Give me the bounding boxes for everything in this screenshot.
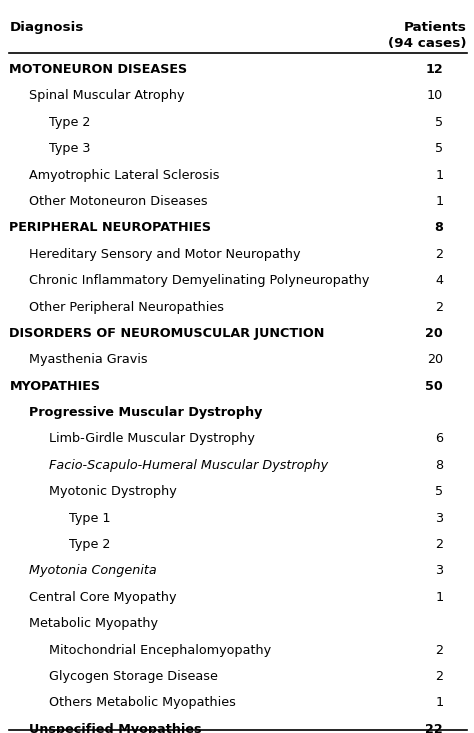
Text: Central Core Myopathy: Central Core Myopathy (29, 591, 177, 604)
Text: 4: 4 (435, 274, 443, 287)
Text: 5: 5 (435, 116, 443, 129)
Text: Type 3: Type 3 (49, 142, 91, 155)
Text: Type 1: Type 1 (69, 512, 111, 525)
Text: 2: 2 (435, 670, 443, 683)
Text: Type 2: Type 2 (49, 116, 91, 129)
Text: Myotonic Dystrophy: Myotonic Dystrophy (49, 485, 177, 498)
Text: Chronic Inflammatory Demyelinating Polyneuropathy: Chronic Inflammatory Demyelinating Polyn… (29, 274, 370, 287)
Text: 22: 22 (426, 723, 443, 733)
Text: 2: 2 (435, 301, 443, 314)
Text: Metabolic Myopathy: Metabolic Myopathy (29, 617, 158, 630)
Text: 6: 6 (435, 432, 443, 446)
Text: Diagnosis: Diagnosis (9, 21, 84, 34)
Text: 12: 12 (426, 63, 443, 76)
Text: Patients
(94 cases): Patients (94 cases) (388, 21, 467, 50)
Text: Mitochondrial Encephalomyopathy: Mitochondrial Encephalomyopathy (49, 644, 272, 657)
Text: 20: 20 (426, 327, 443, 340)
Text: 5: 5 (435, 142, 443, 155)
Text: MOTONEURON DISEASES: MOTONEURON DISEASES (9, 63, 188, 76)
Text: 1: 1 (435, 591, 443, 604)
Text: Other Peripheral Neuropathies: Other Peripheral Neuropathies (29, 301, 224, 314)
Text: Others Metabolic Myopathies: Others Metabolic Myopathies (49, 696, 236, 710)
Text: Progressive Muscular Dystrophy: Progressive Muscular Dystrophy (29, 406, 263, 419)
Text: 8: 8 (435, 459, 443, 472)
Text: Unspecified Myopathies: Unspecified Myopathies (29, 723, 202, 733)
Text: Type 2: Type 2 (69, 538, 110, 551)
Text: Spinal Muscular Atrophy: Spinal Muscular Atrophy (29, 89, 185, 103)
Text: 20: 20 (427, 353, 443, 366)
Text: 5: 5 (435, 485, 443, 498)
Text: Myasthenia Gravis: Myasthenia Gravis (29, 353, 148, 366)
Text: 1: 1 (435, 169, 443, 182)
Text: 2: 2 (435, 248, 443, 261)
Text: 2: 2 (435, 538, 443, 551)
Text: 8: 8 (434, 221, 443, 235)
Text: MYOPATHIES: MYOPATHIES (9, 380, 100, 393)
Text: 1: 1 (435, 195, 443, 208)
Text: Other Motoneuron Diseases: Other Motoneuron Diseases (29, 195, 208, 208)
Text: Limb-Girdle Muscular Dystrophy: Limb-Girdle Muscular Dystrophy (49, 432, 255, 446)
Text: DISORDERS OF NEUROMUSCULAR JUNCTION: DISORDERS OF NEUROMUSCULAR JUNCTION (9, 327, 325, 340)
Text: 50: 50 (426, 380, 443, 393)
Text: 10: 10 (427, 89, 443, 103)
Text: 1: 1 (435, 696, 443, 710)
Text: PERIPHERAL NEUROPATHIES: PERIPHERAL NEUROPATHIES (9, 221, 211, 235)
Text: Myotonia Congenita: Myotonia Congenita (29, 564, 157, 578)
Text: Hereditary Sensory and Motor Neuropathy: Hereditary Sensory and Motor Neuropathy (29, 248, 301, 261)
Text: 2: 2 (435, 644, 443, 657)
Text: 3: 3 (435, 512, 443, 525)
Text: Glycogen Storage Disease: Glycogen Storage Disease (49, 670, 218, 683)
Text: Amyotrophic Lateral Sclerosis: Amyotrophic Lateral Sclerosis (29, 169, 220, 182)
Text: 3: 3 (435, 564, 443, 578)
Text: Facio-Scapulo-Humeral Muscular Dystrophy: Facio-Scapulo-Humeral Muscular Dystrophy (49, 459, 328, 472)
